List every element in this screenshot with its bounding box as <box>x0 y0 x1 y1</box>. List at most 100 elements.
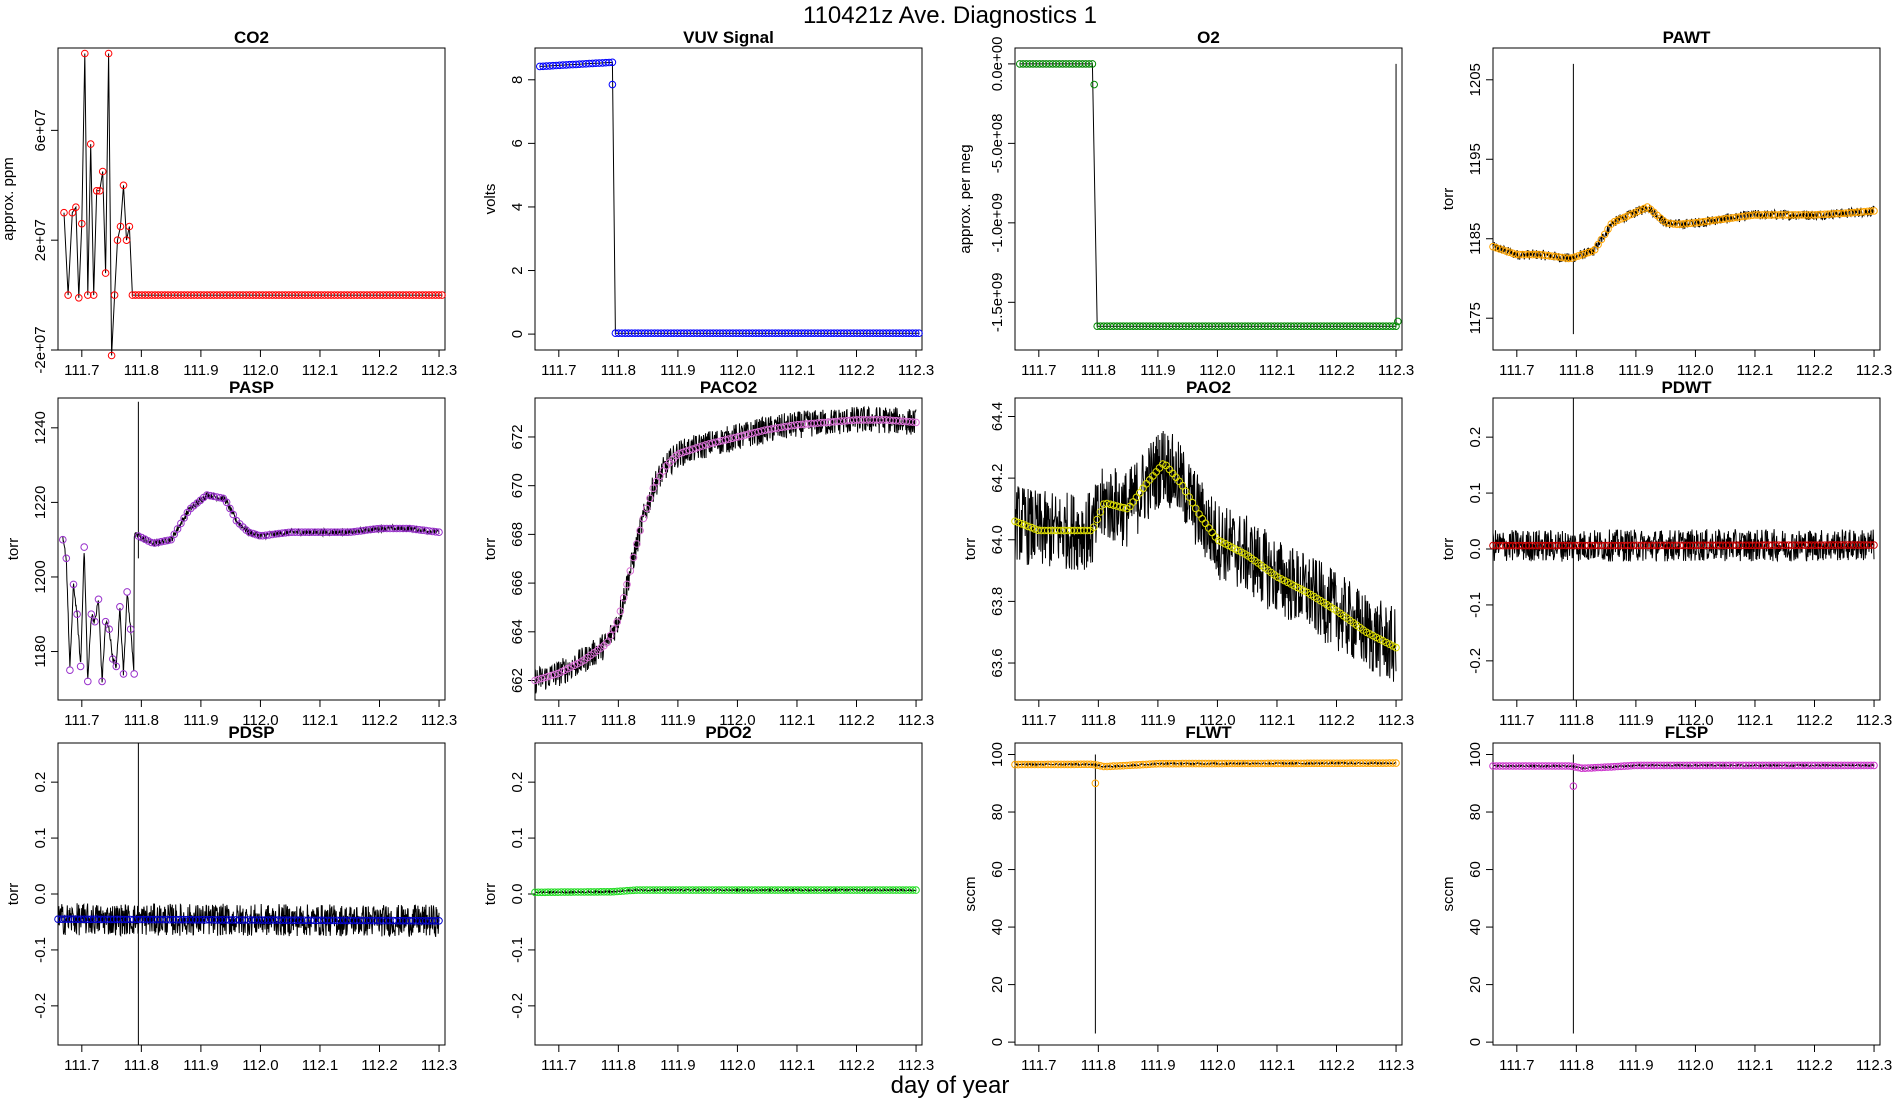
panel-pao2-x-tick-label: 112.2 <box>1318 712 1354 729</box>
panel-pawt-frame <box>1492 47 1881 351</box>
panel-paco2-frame <box>534 397 923 701</box>
panel-o2-raw-line <box>1019 63 1396 327</box>
panel-pawt-x-tick-label: 112.2 <box>1796 362 1832 379</box>
panel-pawt-point <box>1568 254 1576 262</box>
panel-vuv-signal-x-tick-label: 112.0 <box>719 362 755 379</box>
panel-paco2-y-tick-label: 664 <box>509 619 526 644</box>
panel-co2-point <box>119 181 128 190</box>
panel-co2-y-axis-label: approx. ppm <box>0 157 17 240</box>
panel-pdsp-y-axis-label: torr <box>5 883 22 906</box>
panel-co2-point <box>110 291 119 299</box>
panel-flwt-outlier-point <box>1091 779 1100 788</box>
panel-flwt-y-tick-label: 80 <box>989 804 1006 821</box>
panel-flsp-title: FLSP <box>1665 723 1708 742</box>
panel-pao2-point <box>1014 518 1023 527</box>
panel-co2-point <box>81 49 89 58</box>
panel-vuv-signal-title: VUV Signal <box>683 28 774 47</box>
panel-paco2-point <box>639 514 648 523</box>
panel-paco2-y-tick-label: 666 <box>509 571 526 596</box>
panel-co2-point <box>92 187 101 195</box>
panel-pdwt-x-tick-label: 112.1 <box>1737 712 1773 729</box>
panel-co2-point <box>98 167 107 176</box>
panel-paco2-point <box>656 472 664 481</box>
panel-vuv-signal-y-tick-label: 0 <box>509 330 526 338</box>
panel-flsp-x-tick-label: 112.3 <box>1856 1057 1892 1074</box>
panel-paco2-x-tick-label: 112.3 <box>898 712 934 729</box>
panel-pawt-x-tick-label: 112.1 <box>1737 362 1773 379</box>
panel-flwt-y-axis-label: sccm <box>962 877 979 912</box>
panel-co2-point <box>78 219 86 228</box>
panel-co2-point <box>84 291 92 299</box>
panel-co2-x-tick-label: 111.8 <box>124 362 159 379</box>
panel-pasp-point <box>69 580 78 589</box>
panel-o2-x-tick-label: 112.1 <box>1259 362 1295 379</box>
panel-paco2-point <box>642 504 651 513</box>
panel-pdwt-x-tick-label: 112.2 <box>1796 712 1832 729</box>
panel-paco2-raw-line <box>534 405 917 694</box>
panel-pdo2-title: PDO2 <box>705 723 751 742</box>
panel-o2-x-tick-label: 112.3 <box>1378 362 1414 379</box>
panel-pao2-point <box>1083 526 1092 535</box>
panel-co2-x-tick-label: 111.7 <box>64 362 99 379</box>
panel-flsp-frame <box>1492 742 1881 1046</box>
panel-pawt-y-tick-label: 1205 <box>1467 63 1484 96</box>
panel-co2-point <box>72 203 80 211</box>
panel-paco2-y-tick-label: 662 <box>509 668 526 693</box>
panel-o2-x-tick-label: 111.7 <box>1021 362 1056 379</box>
panel-pasp-point <box>432 528 440 536</box>
panel-paco2-x-tick-label: 112.1 <box>779 712 815 729</box>
panel-vuv-signal-y-tick-label: 8 <box>509 76 526 84</box>
panel-flsp-x-tick-label: 112.2 <box>1796 1057 1832 1074</box>
panel-vuv-signal-frame <box>534 47 923 351</box>
panel-pdwt-raw-line <box>1492 529 1875 563</box>
panel-pao2-point <box>1191 504 1200 513</box>
panel-co2-y-tick-label: 6e+07 <box>32 109 49 151</box>
panel-pao2-point <box>1096 508 1105 516</box>
panel-paco2-point <box>652 477 661 486</box>
panel-paco2-y-tick-label: 672 <box>509 424 526 449</box>
panel-pdwt-x-tick-label: 111.9 <box>1618 712 1653 729</box>
panel-flwt-y-tick-label: 40 <box>989 919 1006 936</box>
panel-o2-outlier-point <box>1090 80 1098 89</box>
panel-paco2-point <box>646 494 654 503</box>
panel-pao2-raw-line <box>1014 430 1397 682</box>
panel-pasp-x-tick-label: 111.9 <box>183 712 218 729</box>
panel-paco2-point <box>534 675 543 684</box>
panel-pasp-point <box>76 662 85 671</box>
panel-co2-frame <box>57 47 446 351</box>
panel-pdsp-y-tick-label: -0.1 <box>32 937 49 963</box>
panel-flsp-x-tick-label: 112.0 <box>1677 1057 1713 1074</box>
panel-flwt-x-tick-label: 112.0 <box>1199 1057 1235 1074</box>
panel-paco2-x-tick-label: 111.8 <box>601 712 636 729</box>
panel-pdwt-x-tick-label: 111.7 <box>1499 712 1534 729</box>
panel-co2-point <box>104 49 113 58</box>
panel-pawt-point <box>1581 249 1589 258</box>
panel-pasp-point <box>109 655 117 663</box>
panel-paco2-title: PACO2 <box>700 378 757 397</box>
panel-pasp-point <box>226 504 234 513</box>
panel-flwt-title: FLWT <box>1185 723 1232 742</box>
panel-co2-raw-line <box>63 53 442 356</box>
panel-pawt-point <box>1571 253 1579 261</box>
panel-flwt-y-tick-label: 100 <box>989 742 1006 767</box>
panel-pasp-point <box>130 670 138 678</box>
panel-pasp-point <box>180 514 188 522</box>
panel-pasp-point <box>112 662 121 671</box>
panel-pao2-x-tick-label: 112.1 <box>1259 712 1295 729</box>
panel-pdsp-y-tick-label: 0.2 <box>32 772 49 793</box>
panel-pdwt-y-tick-label: -0.2 <box>1467 648 1484 674</box>
panel-o2-frame <box>1014 47 1403 351</box>
panel-pasp-point <box>435 528 443 537</box>
panel-pao2-point <box>1188 498 1197 507</box>
panel-co2-point <box>101 269 110 277</box>
panel-pdo2-x-tick-label: 111.8 <box>601 1057 636 1074</box>
figure-x-axis-label: day of year <box>890 1072 1010 1099</box>
panel-paco2-point <box>629 553 638 562</box>
panel-pasp-y-tick-label: 1180 <box>32 635 49 667</box>
panel-flwt-x-tick-label: 111.8 <box>1081 1057 1116 1074</box>
panel-pao2-x-tick-label: 111.9 <box>1140 712 1175 729</box>
panel-pasp-point <box>126 625 135 634</box>
panel-pao2-y-tick-label: 64.0 <box>989 525 1006 554</box>
panel-pao2-title: PAO2 <box>1186 378 1231 397</box>
